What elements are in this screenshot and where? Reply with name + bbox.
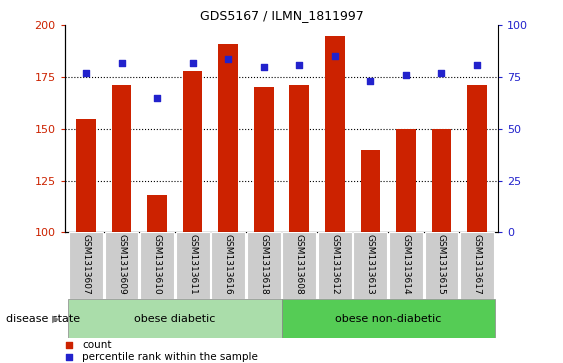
Bar bbox=[68, 299, 282, 338]
Bar bbox=[183, 71, 203, 232]
Bar bbox=[289, 85, 309, 232]
Text: obese non-diabetic: obese non-diabetic bbox=[335, 314, 441, 323]
Bar bbox=[176, 232, 209, 299]
Point bbox=[259, 64, 268, 70]
Point bbox=[366, 78, 375, 84]
Point bbox=[295, 62, 304, 68]
Text: obese diabetic: obese diabetic bbox=[134, 314, 216, 323]
Bar bbox=[425, 232, 458, 299]
Bar bbox=[318, 232, 352, 299]
Bar bbox=[112, 85, 131, 232]
Point bbox=[117, 60, 126, 66]
Text: GSM1313614: GSM1313614 bbox=[401, 234, 410, 295]
Text: percentile rank within the sample: percentile rank within the sample bbox=[82, 352, 258, 362]
Bar bbox=[325, 36, 345, 232]
Text: GSM1313611: GSM1313611 bbox=[188, 234, 197, 295]
Text: GSM1313610: GSM1313610 bbox=[153, 234, 162, 295]
Text: GSM1313612: GSM1313612 bbox=[330, 234, 339, 295]
Bar bbox=[254, 87, 274, 232]
Bar bbox=[467, 85, 486, 232]
Bar bbox=[77, 118, 96, 232]
Point bbox=[82, 70, 91, 76]
Bar bbox=[211, 232, 245, 299]
Bar bbox=[282, 299, 495, 338]
Bar bbox=[105, 232, 138, 299]
Bar bbox=[396, 129, 415, 232]
Bar bbox=[148, 195, 167, 232]
Bar bbox=[360, 150, 380, 232]
Bar bbox=[140, 232, 174, 299]
Text: disease state: disease state bbox=[6, 314, 80, 323]
Bar bbox=[69, 232, 103, 299]
Text: GSM1313608: GSM1313608 bbox=[295, 234, 304, 295]
Point bbox=[437, 70, 446, 76]
Text: GDS5167 / ILMN_1811997: GDS5167 / ILMN_1811997 bbox=[200, 9, 363, 22]
Point bbox=[401, 72, 410, 78]
Bar bbox=[218, 44, 238, 232]
Point bbox=[224, 56, 233, 61]
Point bbox=[316, 297, 325, 302]
Text: count: count bbox=[82, 340, 111, 350]
Bar bbox=[354, 232, 387, 299]
Bar bbox=[389, 232, 423, 299]
Text: GSM1313613: GSM1313613 bbox=[366, 234, 375, 295]
Text: GSM1313607: GSM1313607 bbox=[82, 234, 91, 295]
Point bbox=[330, 53, 339, 59]
Text: GSM1313617: GSM1313617 bbox=[472, 234, 481, 295]
Text: GSM1313609: GSM1313609 bbox=[117, 234, 126, 295]
Text: GSM1313618: GSM1313618 bbox=[259, 234, 268, 295]
Point bbox=[316, 181, 325, 187]
Bar bbox=[460, 232, 494, 299]
Text: GSM1313616: GSM1313616 bbox=[224, 234, 233, 295]
Point bbox=[188, 60, 197, 66]
Bar bbox=[432, 129, 451, 232]
Text: ▶: ▶ bbox=[52, 314, 60, 323]
Text: GSM1313615: GSM1313615 bbox=[437, 234, 446, 295]
Point bbox=[472, 62, 481, 68]
Point bbox=[153, 95, 162, 101]
Bar bbox=[247, 232, 280, 299]
Bar bbox=[283, 232, 316, 299]
